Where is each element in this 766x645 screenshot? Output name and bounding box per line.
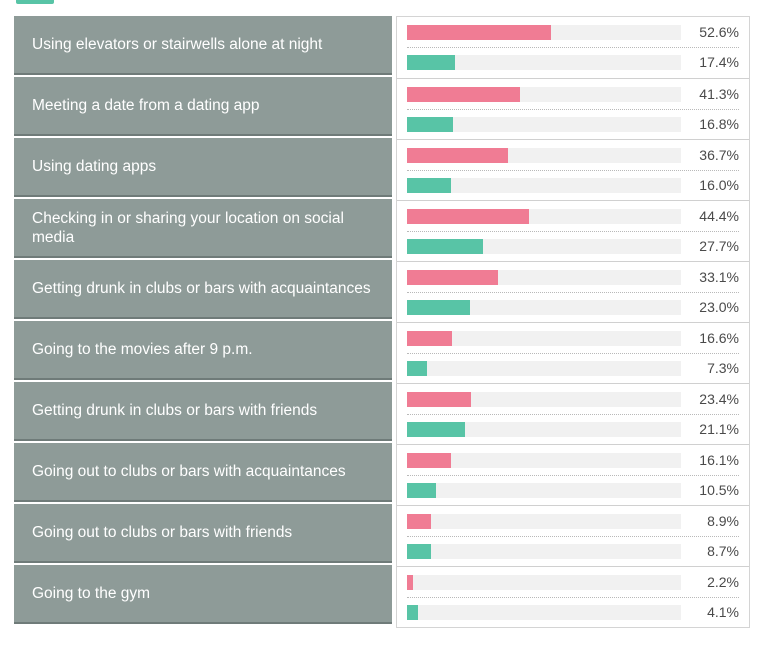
chart-row: 44.4% 27.7% bbox=[397, 200, 749, 262]
row-divider bbox=[407, 536, 739, 537]
data-label: 7.3% bbox=[707, 360, 739, 376]
bar-track bbox=[407, 392, 681, 407]
bar-track bbox=[407, 331, 681, 346]
category-label: Going out to clubs or bars with friends bbox=[14, 504, 392, 563]
chart-row: 16.6% 7.3% bbox=[397, 322, 749, 384]
bar-panel: 52.6% 17.4% 41.3% 16.8% 36.7% 16.0% 44.4% 27.7%… bbox=[396, 16, 750, 628]
category-label: Going to the movies after 9 p.m. bbox=[14, 321, 392, 380]
bar-series-b bbox=[407, 605, 419, 620]
legend-swatch bbox=[16, 0, 54, 4]
data-label: 21.1% bbox=[699, 421, 739, 437]
row-divider bbox=[407, 597, 739, 598]
chart-row: 52.6% 17.4% bbox=[397, 17, 749, 78]
bar-track bbox=[407, 453, 681, 468]
bar-track bbox=[407, 361, 681, 376]
bar-series-a bbox=[407, 575, 414, 590]
bar-series-b bbox=[407, 55, 455, 70]
chart-row: 33.1% 23.0% bbox=[397, 261, 749, 323]
row-divider bbox=[407, 109, 739, 110]
bar-series-a bbox=[407, 148, 508, 163]
category-label: Getting drunk in clubs or bars with acqu… bbox=[14, 260, 392, 319]
bar-track bbox=[407, 544, 681, 559]
bar-series-a bbox=[407, 209, 529, 224]
bar-series-b bbox=[407, 544, 431, 559]
row-divider bbox=[407, 47, 739, 48]
data-label: 16.0% bbox=[699, 177, 739, 193]
bar-series-a bbox=[407, 87, 521, 102]
bar-series-a bbox=[407, 331, 453, 346]
category-labels: Using elevators or stairwells alone at n… bbox=[14, 16, 392, 626]
category-label: Getting drunk in clubs or bars with frie… bbox=[14, 382, 392, 441]
bar-series-b bbox=[407, 361, 427, 376]
bar-series-b bbox=[407, 239, 483, 254]
category-label: Meeting a date from a dating app bbox=[14, 77, 392, 136]
bar-series-a bbox=[407, 514, 432, 529]
data-label: 16.8% bbox=[699, 116, 739, 132]
data-label: 2.2% bbox=[707, 574, 739, 590]
bar-series-a bbox=[407, 453, 452, 468]
category-label: Going out to clubs or bars with acquaint… bbox=[14, 443, 392, 502]
category-label: Checking in or sharing your location on … bbox=[14, 199, 392, 258]
row-divider bbox=[407, 170, 739, 171]
data-label: 8.7% bbox=[707, 543, 739, 559]
category-label: Using elevators or stairwells alone at n… bbox=[14, 16, 392, 75]
row-divider bbox=[407, 292, 739, 293]
data-label: 27.7% bbox=[699, 238, 739, 254]
bar-series-b bbox=[407, 422, 465, 437]
bar-series-b bbox=[407, 117, 454, 132]
data-label: 17.4% bbox=[699, 54, 739, 70]
chart-row: 23.4% 21.1% bbox=[397, 383, 749, 445]
bar-track bbox=[407, 300, 681, 315]
bar-track bbox=[407, 117, 681, 132]
data-label: 23.4% bbox=[699, 391, 739, 407]
data-label: 52.6% bbox=[699, 24, 739, 40]
bar-series-a bbox=[407, 25, 552, 40]
bar-track bbox=[407, 422, 681, 437]
data-label: 16.1% bbox=[699, 452, 739, 468]
bar-track bbox=[407, 55, 681, 70]
bar-series-b bbox=[407, 483, 436, 498]
data-label: 23.0% bbox=[699, 299, 739, 315]
data-label: 41.3% bbox=[699, 86, 739, 102]
row-divider bbox=[407, 475, 739, 476]
chart-row: 16.1% 10.5% bbox=[397, 444, 749, 506]
chart-row: 2.2% 4.1% bbox=[397, 566, 749, 628]
bar-series-a bbox=[407, 270, 498, 285]
data-label: 44.4% bbox=[699, 208, 739, 224]
category-label: Going to the gym bbox=[14, 565, 392, 624]
bar-track bbox=[407, 483, 681, 498]
bar-track bbox=[407, 575, 681, 590]
data-label: 8.9% bbox=[707, 513, 739, 529]
bar-track bbox=[407, 178, 681, 193]
row-divider bbox=[407, 353, 739, 354]
data-label: 33.1% bbox=[699, 269, 739, 285]
chart-row: 8.9% 8.7% bbox=[397, 505, 749, 567]
bar-series-b bbox=[407, 300, 471, 315]
row-divider bbox=[407, 414, 739, 415]
chart-row: 36.7% 16.0% bbox=[397, 139, 749, 201]
data-label: 10.5% bbox=[699, 482, 739, 498]
data-label: 36.7% bbox=[699, 147, 739, 163]
bar-series-b bbox=[407, 178, 451, 193]
data-label: 16.6% bbox=[699, 330, 739, 346]
row-divider bbox=[407, 231, 739, 232]
bar-track bbox=[407, 605, 681, 620]
category-label: Using dating apps bbox=[14, 138, 392, 197]
bar-track bbox=[407, 514, 681, 529]
bar-series-a bbox=[407, 392, 472, 407]
chart-row: 41.3% 16.8% bbox=[397, 78, 749, 140]
data-label: 4.1% bbox=[707, 604, 739, 620]
